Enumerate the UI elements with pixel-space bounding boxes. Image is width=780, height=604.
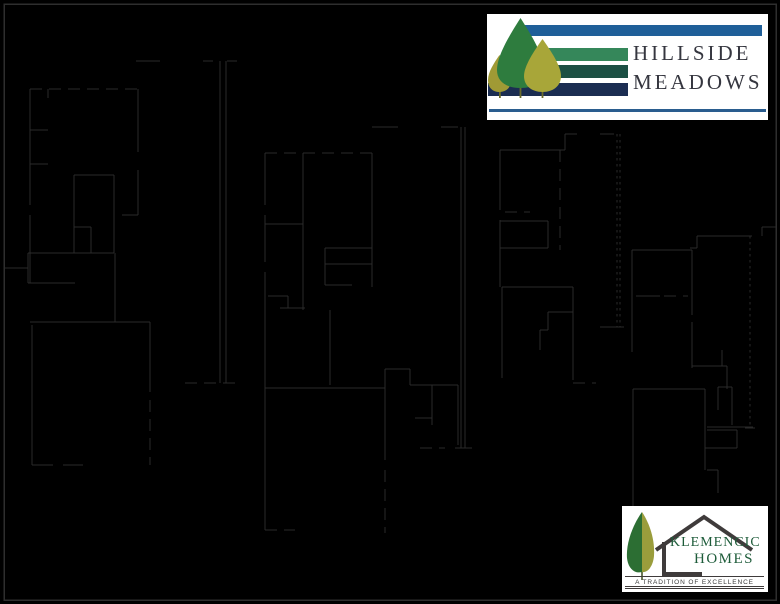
hillside-wordmark-line1: HILLSIDE <box>633 41 752 65</box>
klemencic-tagline-banner: A TRADITION OF EXCELLENCE <box>625 576 764 589</box>
hillside-meadows-logo: HILLSIDE MEADOWS <box>487 14 768 120</box>
image-border <box>3 3 777 601</box>
hillside-wordmark: HILLSIDE MEADOWS <box>633 39 763 97</box>
klemencic-house-icon <box>654 514 754 576</box>
hillside-stripe-blue <box>520 25 762 36</box>
hillside-wordmark-line2: MEADOWS <box>633 70 763 94</box>
klemencic-homes-logo: KLEMENCIC HOMES A TRADITION OF EXCELLENC… <box>622 506 768 592</box>
hillside-trees-icon <box>488 18 561 98</box>
right-tree-icon <box>524 39 561 92</box>
klemencic-wordmark-line1: KLEMENCIC <box>670 535 761 550</box>
hillside-logo-underline <box>489 109 766 112</box>
klemencic-wordmark-line2: HOMES <box>693 551 754 567</box>
klemencic-leaf-icon <box>626 512 655 580</box>
klemencic-logo-art <box>626 512 754 580</box>
hillside-stripe-green <box>534 48 628 61</box>
